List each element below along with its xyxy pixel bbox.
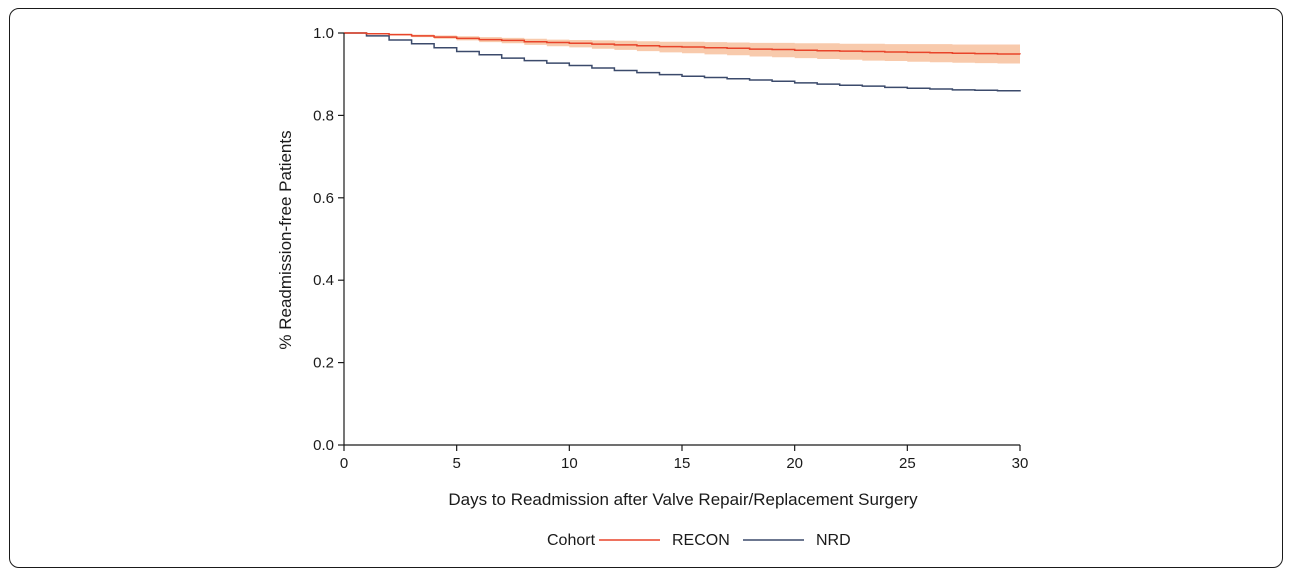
series-line-recon xyxy=(344,32,1021,55)
x-tick-label: 25 xyxy=(899,455,916,472)
legend-title: Cohort xyxy=(547,532,596,549)
y-tick-label: 0.4 xyxy=(313,272,334,289)
y-tick-label: 0.8 xyxy=(313,107,334,124)
legend: Cohort RECON NRD xyxy=(547,532,851,549)
ticks: 0.0 0.2 0.4 0.6 0.8 1.0 0 5 10 15 20 25 30 xyxy=(313,25,1028,472)
y-tick-label: 0.2 xyxy=(313,355,334,372)
y-tick-label: 1.0 xyxy=(313,25,334,42)
legend-label-recon: RECON xyxy=(672,532,730,549)
legend-label-nrd: NRD xyxy=(816,532,851,549)
km-chart: 0.0 0.2 0.4 0.6 0.8 1.0 0 5 10 15 20 25 30 Days to R… xyxy=(276,25,1028,549)
x-tick-label: 30 xyxy=(1012,455,1029,472)
axes xyxy=(343,33,1020,446)
x-tick-label: 10 xyxy=(561,455,578,472)
y-axis-label: % Readmission-free Patients xyxy=(276,130,295,349)
y-tick-label: 0.0 xyxy=(313,437,334,454)
x-tick-label: 20 xyxy=(786,455,803,472)
series-line-nrd xyxy=(344,32,1021,92)
x-tick-label: 5 xyxy=(452,455,460,472)
x-axis-label: Days to Readmission after Valve Repair/R… xyxy=(448,490,918,509)
x-tick-label: 15 xyxy=(674,455,691,472)
y-tick-label: 0.6 xyxy=(313,190,334,207)
x-tick-label: 0 xyxy=(340,455,348,472)
series-lines xyxy=(344,32,1021,92)
